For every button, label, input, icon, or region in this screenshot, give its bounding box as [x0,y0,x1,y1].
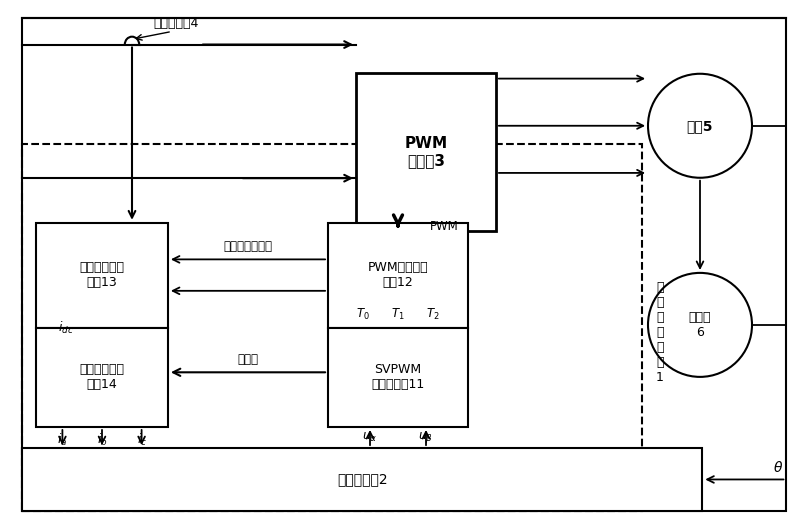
Ellipse shape [648,273,752,377]
Text: $T_1$: $T_1$ [391,307,405,322]
Text: 矢量控制器2: 矢量控制器2 [337,473,388,486]
Bar [22,144,642,511]
Text: $i_a$: $i_a$ [58,432,67,448]
Bar [36,328,168,427]
Text: 交流电流重构
模块14: 交流电流重构 模块14 [79,363,125,391]
Text: $u_{\alpha}$: $u_{\alpha}$ [362,431,378,444]
Text: 电流传感器4: 电流传感器4 [154,17,198,30]
Text: $T_2$: $T_2$ [426,307,440,322]
Text: PWM
变频器3: PWM 变频器3 [405,136,447,168]
Text: PWM信号调节
模块12: PWM信号调节 模块12 [368,261,428,289]
Text: $T_0$: $T_0$ [356,307,370,322]
Text: $i_c$: $i_c$ [137,432,146,448]
Text: $i_b$: $i_b$ [97,432,107,448]
Ellipse shape [648,74,752,178]
Bar [328,223,468,328]
Text: $\theta$: $\theta$ [774,461,783,475]
Bar [356,73,496,231]
Text: PWM: PWM [430,220,458,233]
Text: 扇区号: 扇区号 [238,353,258,366]
Bar [328,328,468,427]
Bar [36,223,168,328]
Text: 直流电流采样
模块13: 直流电流采样 模块13 [79,261,125,289]
Text: 采样点控制信号: 采样点控制信号 [223,240,273,253]
Text: 电机5: 电机5 [686,119,714,133]
Bar [22,448,702,511]
Text: SVPWM
过调制模块11: SVPWM 过调制模块11 [371,363,425,391]
Text: $u_{\beta}$: $u_{\beta}$ [418,430,434,445]
Text: 电
流
重
构
装
置
1: 电 流 重 构 装 置 1 [656,281,664,384]
Text: 编码器
6: 编码器 6 [689,311,711,339]
Text: $i_{dc}$: $i_{dc}$ [58,320,74,335]
